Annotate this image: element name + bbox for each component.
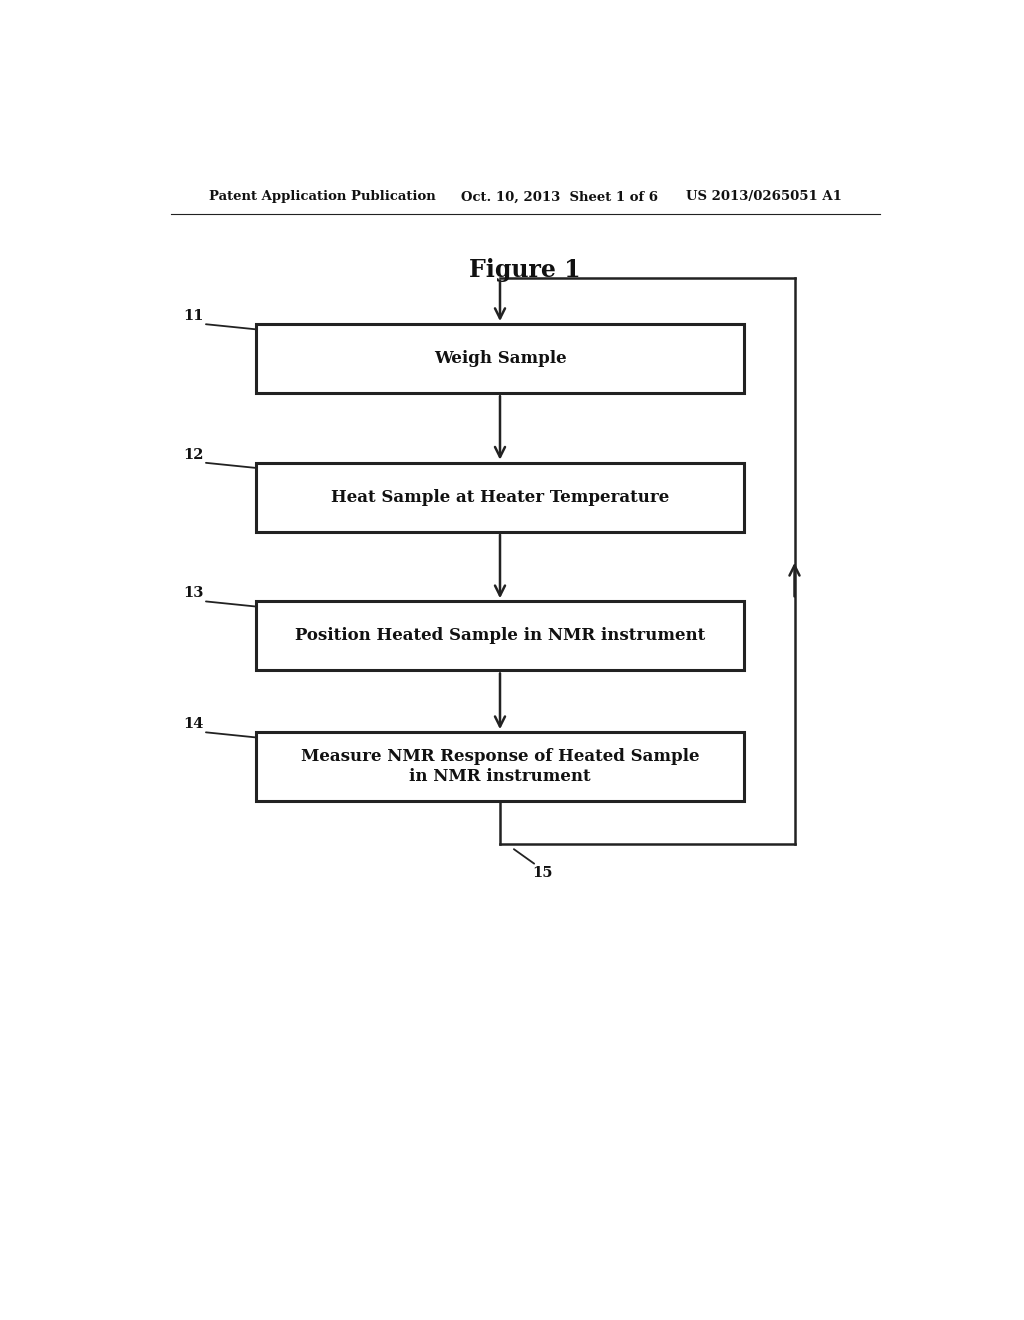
Text: Heat Sample at Heater Temperature: Heat Sample at Heater Temperature [331, 488, 669, 506]
Bar [256, 323, 744, 393]
Text: Weigh Sample: Weigh Sample [434, 350, 566, 367]
Text: 13: 13 [183, 586, 204, 601]
Text: Patent Application Publication: Patent Application Publication [209, 190, 436, 203]
Bar [256, 462, 744, 532]
Text: Position Heated Sample in NMR instrument: Position Heated Sample in NMR instrument [295, 627, 706, 644]
Text: Figure 1: Figure 1 [469, 257, 581, 282]
Text: 12: 12 [183, 447, 204, 462]
Text: US 2013/0265051 A1: US 2013/0265051 A1 [686, 190, 842, 203]
Text: 15: 15 [532, 866, 553, 880]
Text: Measure NMR Response of Heated Sample
in NMR instrument: Measure NMR Response of Heated Sample in… [301, 748, 699, 785]
Bar [256, 601, 744, 671]
Text: 14: 14 [183, 717, 204, 731]
Bar [256, 733, 744, 801]
Text: Oct. 10, 2013  Sheet 1 of 6: Oct. 10, 2013 Sheet 1 of 6 [461, 190, 658, 203]
Text: 11: 11 [183, 309, 204, 323]
